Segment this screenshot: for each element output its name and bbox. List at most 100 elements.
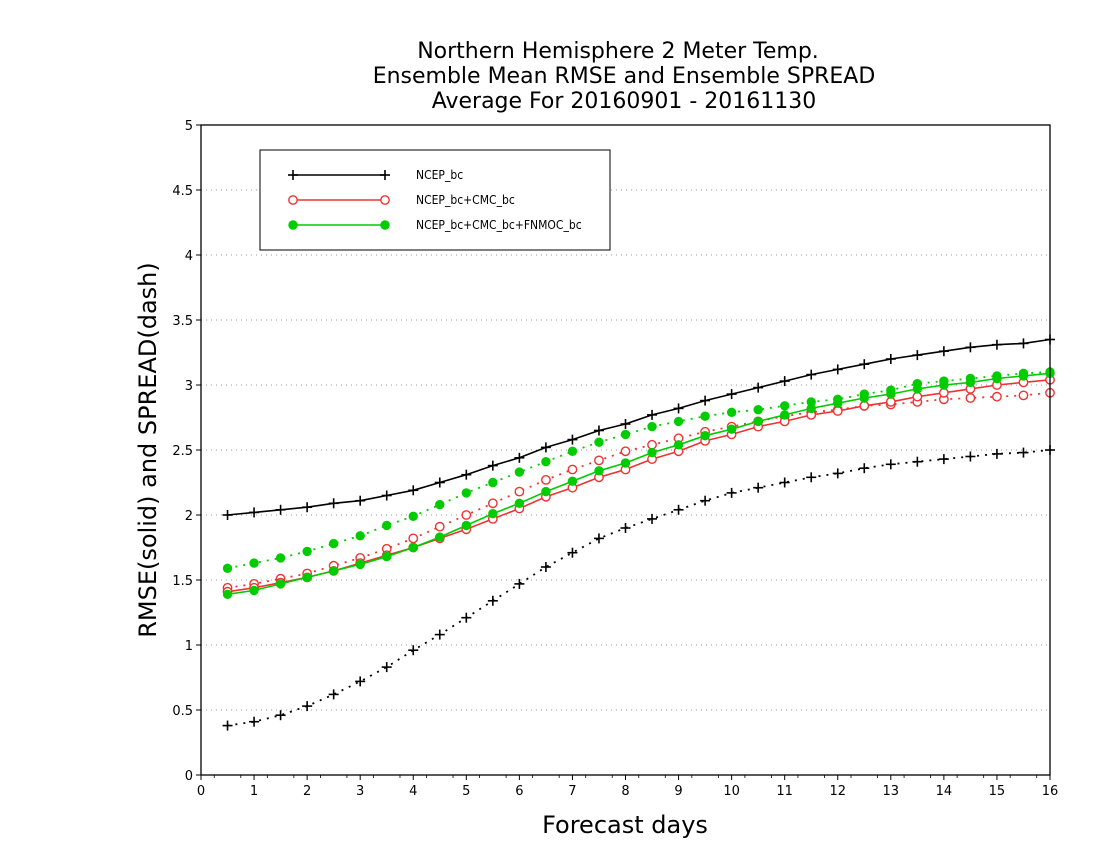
ncep-bc-rmse-point <box>487 460 498 471</box>
legend-label-ncep-bc-cmc-bc-fnmoc-bc: NCEP_bc+CMC_bc+FNMOC_bc <box>416 218 582 232</box>
ncep-bc-rmse-point <box>753 382 764 393</box>
ncep-bc-rmse-point <box>779 376 790 387</box>
x-tick-label: 16 <box>1042 784 1059 799</box>
ncep-bc-rmse-point <box>806 369 817 380</box>
x-tick-label: 14 <box>936 784 953 799</box>
ncep-bc-rmse-point <box>938 346 949 357</box>
legend-marker-ncep-bc-cmc-bc <box>380 195 390 205</box>
legend-marker-ncep-bc-cmc-bc-fnmoc-bc <box>380 220 390 230</box>
x-tick-label: 0 <box>197 784 205 799</box>
ncep-bc-rmse-point <box>381 490 392 501</box>
y-tick-label: 5 <box>185 119 193 134</box>
ncep-bc-cmc-bc-fnmoc-bc-rmse-point <box>965 377 976 388</box>
chart-title: Northern Hemisphere 2 Meter Temp. Ensemb… <box>373 39 876 114</box>
ncep-bc-cmc-bc-fnmoc-bc-spread-point <box>700 411 710 421</box>
legend-marker-ncep-bc <box>288 170 298 180</box>
ncep-bc-cmc-bc-fnmoc-bc-rmse-point <box>992 373 1002 384</box>
ncep-bc-cmc-bc-fnmoc-bc-rmse-point <box>726 424 737 434</box>
ncep-bc-spread-point <box>540 562 551 572</box>
legend-marker-ncep-bc-cmc-bc <box>288 195 298 205</box>
axis-ticks: 00.511.522.533.544.550 1 2 3 4 5 6 7 8 9 10 11 12 13 1… <box>172 119 1058 799</box>
ncep-bc-cmc-bc-fnmoc-bc-rmse-point <box>779 410 790 420</box>
ncep-bc-spread-point <box>249 716 260 727</box>
ncep-bc-spread-point <box>567 547 578 558</box>
ncep-bc-cmc-bc-fnmoc-bc-rmse-point <box>249 585 259 596</box>
ncep-bc-rmse-point <box>885 354 896 364</box>
ncep-bc-spread-point <box>885 459 896 470</box>
ncep-bc-spread-point <box>514 578 525 589</box>
ncep-bc-cmc-bc-fnmoc-bc-spread-point <box>382 520 392 531</box>
x-tick-label: 6 <box>515 784 523 799</box>
ncep-bc-spread-point <box>434 629 445 640</box>
x-tick-label: 7 <box>568 784 576 799</box>
ncep-bc-cmc-bc-spread-point <box>620 446 631 457</box>
ncep-bc-rmse-point <box>1018 338 1029 349</box>
ncep-bc-rmse-line <box>227 338 1051 516</box>
ncep-bc-cmc-bc-fnmoc-bc-rmse-point <box>939 380 949 390</box>
ncep-bc-rmse-point <box>700 395 711 406</box>
ncep-bc-cmc-bc-rmse-point <box>859 400 870 411</box>
ncep-bc-spread-point <box>859 463 870 474</box>
ncep-bc-cmc-bc-fnmoc-bc-rmse-point <box>382 551 392 562</box>
ncep-bc-cmc-bc-fnmoc-bc-rmse-point <box>647 447 657 458</box>
ncep-bc-spread-point <box>593 533 604 544</box>
legend-marker-ncep-bc-cmc-bc-fnmoc-bc <box>288 220 298 230</box>
ncep-bc-cmc-bc-fnmoc-bc-spread-point <box>461 488 472 498</box>
ncep-bc-cmc-bc-fnmoc-bc-spread-point <box>514 467 525 477</box>
ncep-bc-rmse-point <box>647 409 658 420</box>
legend: NCEP_bc NCEP_bc+CMC_bc NCEP_bc+CMC_bc+FNMO… <box>259 149 611 251</box>
ncep-bc-cmc-bc-fnmoc-bc-spread-point <box>647 421 657 432</box>
legend-label-ncep-bc: NCEP_bc <box>416 168 463 182</box>
y-tick-label: 3.5 <box>172 314 193 329</box>
ncep-bc-cmc-bc-fnmoc-bc-rmse-point <box>806 403 816 414</box>
ncep-bc-cmc-bc-spread-point <box>487 498 498 509</box>
ncep-bc-cmc-bc-fnmoc-bc-rmse-point <box>753 416 763 427</box>
ncep-bc-cmc-bc-fnmoc-bc-rmse-point <box>435 532 445 542</box>
ncep-bc-cmc-bc-fnmoc-bc-spread-point <box>779 401 790 411</box>
ncep-bc-rmse-point <box>249 507 260 518</box>
ncep-bc-cmc-bc-fnmoc-bc-rmse-point <box>886 389 896 399</box>
ncep-bc-spread-point <box>779 477 790 488</box>
ncep-bc-spread-point <box>912 456 923 467</box>
ncep-bc-spread-point <box>753 482 764 493</box>
x-tick-label: 8 <box>621 784 629 799</box>
x-tick-label: 10 <box>723 784 740 799</box>
ncep-bc-spread-point <box>620 523 631 533</box>
ncep-bc-cmc-bc-fnmoc-bc-rmse-point <box>514 498 525 508</box>
ncep-bc-cmc-bc-fnmoc-bc-rmse-point <box>673 440 684 450</box>
ncep-bc-cmc-bc-fnmoc-bc-rmse-point <box>594 466 604 476</box>
ncep-bc-spread-point <box>381 662 392 673</box>
ncep-bc-spread-point <box>328 689 339 700</box>
ncep-bc-spread-point <box>832 468 843 479</box>
ncep-bc-spread-line <box>227 449 1051 727</box>
ncep-bc-cmc-bc-fnmoc-bc-spread-point <box>673 416 684 427</box>
ncep-bc-spread-point <box>726 487 737 498</box>
ncep-bc-cmc-bc-rmse-line <box>227 379 1051 593</box>
series-layer <box>222 334 1055 731</box>
y-tick-label: 2 <box>185 509 193 524</box>
ncep-bc-rmse-point <box>355 495 366 506</box>
ncep-bc-cmc-bc-fnmoc-bc-spread-point <box>408 511 418 521</box>
ncep-bc-cmc-bc-fnmoc-bc-rmse-point <box>1018 371 1029 381</box>
x-tick-label: 3 <box>356 784 364 799</box>
ncep-bc-cmc-bc-fnmoc-bc-rmse-point <box>859 393 869 403</box>
ncep-bc-cmc-bc-spread-point <box>992 391 1002 402</box>
ncep-bc-cmc-bc-fnmoc-bc-spread-point <box>435 499 445 510</box>
x-tick-label: 5 <box>462 784 470 799</box>
ncep-bc-cmc-bc-fnmoc-bc-spread-point <box>275 553 286 563</box>
legend-label-ncep-bc-cmc-bc: NCEP_bc+CMC_bc <box>416 193 515 207</box>
ncep-bc-cmc-bc-fnmoc-bc-rmse-point <box>488 509 498 519</box>
ncep-bc-cmc-bc-spread-point <box>434 521 445 532</box>
ncep-bc-spread-point <box>355 676 366 687</box>
x-tick-label: 11 <box>776 784 793 799</box>
ncep-bc-cmc-bc-fnmoc-bc-rmse-point <box>328 566 339 576</box>
ncep-bc-rmse-point <box>275 504 286 515</box>
ncep-bc-cmc-bc-fnmoc-bc-spread-point <box>355 531 365 541</box>
y-tick-label: 3 <box>185 379 193 394</box>
ncep-bc-cmc-bc-spread-point <box>514 486 525 497</box>
ncep-bc-cmc-bc-fnmoc-bc-spread-point <box>302 546 312 557</box>
x-tick-label: 2 <box>303 784 311 799</box>
ncep-bc-cmc-bc-spread-line <box>227 391 1051 589</box>
